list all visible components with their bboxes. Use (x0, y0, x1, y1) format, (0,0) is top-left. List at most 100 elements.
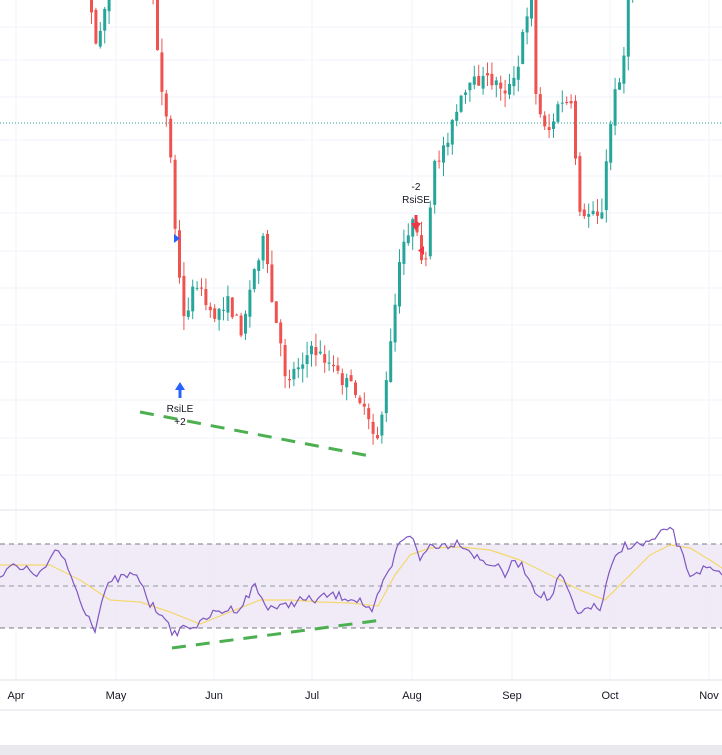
long-arrow-icon (175, 382, 185, 398)
candle (279, 319, 283, 357)
x-tick-label: May (106, 690, 127, 702)
candle (398, 249, 401, 314)
candle (169, 115, 173, 164)
candle (442, 136, 445, 177)
short-signal-label: RsiSE (402, 195, 430, 206)
candle (98, 22, 102, 49)
short-signal[interactable]: -2 RsiSE (402, 182, 430, 255)
candle (173, 154, 177, 238)
candle (464, 89, 467, 104)
candle (204, 278, 208, 311)
candle (266, 230, 269, 274)
bottom-toolbar-strip (0, 745, 722, 755)
short-exit-marker (418, 246, 424, 255)
candle (230, 296, 234, 320)
x-tick-label: Jul (305, 690, 319, 702)
candle (420, 221, 423, 265)
candle (292, 361, 296, 387)
candle (609, 120, 613, 171)
candle (534, 0, 538, 105)
candle (296, 358, 300, 379)
short-arrow-icon (411, 215, 421, 231)
candle (371, 413, 375, 445)
candle (239, 312, 243, 338)
candle (411, 217, 415, 250)
candle (560, 90, 564, 113)
candle (160, 38, 164, 106)
candle (516, 55, 520, 92)
candle (543, 111, 547, 130)
candle (323, 345, 327, 373)
candle (191, 279, 195, 320)
candle (591, 201, 595, 216)
candle (521, 29, 525, 65)
rsi-line (0, 526, 722, 638)
candle (503, 79, 507, 108)
candle (402, 229, 406, 275)
candle (596, 199, 599, 224)
candle (604, 149, 608, 223)
candle (547, 113, 551, 139)
candle (446, 132, 450, 156)
candle (107, 0, 111, 24)
candle (252, 268, 256, 293)
candle (354, 379, 357, 398)
candle (301, 352, 305, 383)
candle (261, 232, 265, 269)
candle (222, 297, 225, 321)
candle (406, 223, 410, 246)
candle (556, 101, 560, 124)
candle (393, 293, 397, 352)
candle (626, 0, 630, 71)
candle (195, 281, 199, 291)
candle (437, 150, 441, 169)
candle (235, 313, 239, 316)
candle (384, 371, 388, 422)
candle (574, 95, 577, 165)
candle (345, 373, 349, 401)
price-candles (90, 0, 634, 445)
candle (362, 392, 366, 415)
candle (349, 369, 353, 382)
candle (538, 87, 542, 118)
candle (274, 301, 278, 324)
x-tick-label: Jun (205, 690, 223, 702)
candle (468, 82, 472, 102)
candle (182, 262, 186, 331)
candle (248, 280, 252, 328)
candle (499, 75, 503, 101)
candle (314, 333, 318, 367)
candle (305, 341, 309, 378)
candle (186, 297, 190, 320)
candle (582, 203, 586, 219)
candle (530, 0, 533, 27)
candle (525, 7, 529, 45)
short-signal-qty: -2 (412, 182, 421, 193)
candle (587, 203, 591, 228)
candle (200, 278, 203, 296)
candle (152, 0, 154, 5)
candle (508, 74, 511, 100)
candle (156, 0, 159, 51)
candle (226, 285, 230, 321)
candle (481, 66, 485, 95)
candle (569, 94, 573, 109)
candle (494, 76, 498, 98)
candle (358, 395, 362, 405)
candle (244, 310, 247, 341)
candle (327, 350, 331, 371)
candle (565, 96, 569, 105)
candle (318, 340, 322, 355)
candle (433, 159, 437, 214)
long-entry-marker (174, 234, 180, 243)
price-divergence-line (139, 410, 376, 459)
long-signal[interactable]: RsiLE +2 (167, 234, 194, 428)
candle (450, 119, 454, 155)
candle (428, 200, 432, 260)
candle (472, 65, 476, 90)
candle (389, 328, 393, 383)
candle (455, 104, 459, 127)
candle (600, 198, 604, 220)
